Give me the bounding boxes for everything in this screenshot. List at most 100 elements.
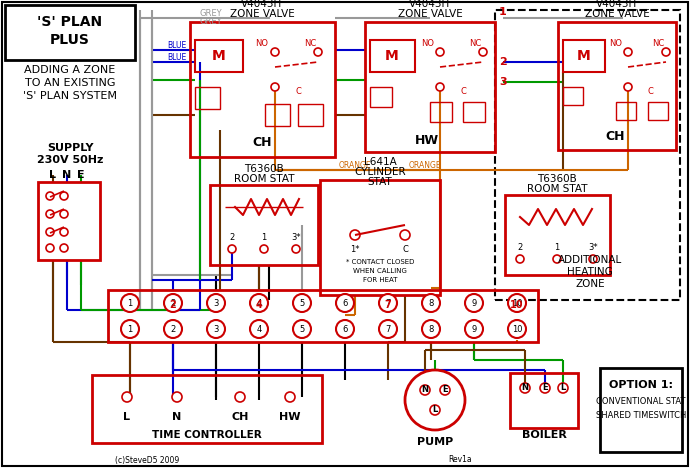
Text: 4: 4 [257,324,262,334]
Text: C: C [402,246,408,255]
Circle shape [420,385,430,395]
Circle shape [516,255,524,263]
Circle shape [405,370,465,430]
Bar [370,40,415,72]
Circle shape [207,294,225,312]
Circle shape [121,294,139,312]
Circle shape [271,48,279,56]
Bar [92,375,322,443]
Circle shape [46,210,54,218]
Bar [195,40,243,72]
Circle shape [440,385,450,395]
Text: 3: 3 [213,324,219,334]
Text: NO: NO [609,39,622,49]
Circle shape [60,192,68,200]
Text: NC: NC [652,39,664,49]
Circle shape [60,210,68,218]
Circle shape [121,320,139,338]
Text: N: N [422,386,428,395]
Bar [563,40,605,72]
Text: SUPPLY: SUPPLY [47,143,93,153]
Text: 9: 9 [471,324,477,334]
Text: ROOM STAT: ROOM STAT [234,174,294,184]
Circle shape [336,320,354,338]
Text: 3: 3 [499,77,507,87]
Text: 10: 10 [512,299,522,307]
Bar [38,182,100,260]
Circle shape [60,244,68,252]
Text: CYLINDER: CYLINDER [354,167,406,177]
Circle shape [508,294,526,312]
Text: 2: 2 [170,324,176,334]
Text: (c)SteveD5 2009: (c)SteveD5 2009 [115,455,179,465]
Text: CH: CH [231,412,248,422]
Text: GREY: GREY [200,17,223,27]
Bar [616,102,636,120]
Circle shape [540,383,550,393]
Text: 1: 1 [128,324,132,334]
Circle shape [271,83,279,91]
Text: V4043H: V4043H [241,0,283,9]
Circle shape [164,294,182,312]
Bar [495,10,680,300]
Text: 'S' PLAN: 'S' PLAN [37,15,103,29]
Circle shape [46,192,54,200]
Text: 2: 2 [170,299,176,307]
Text: ROOM STAT: ROOM STAT [526,184,587,194]
Circle shape [228,245,236,253]
Circle shape [350,230,360,240]
Circle shape [558,383,568,393]
Text: PUMP: PUMP [417,437,453,447]
Text: ZONE VALVE: ZONE VALVE [230,9,295,19]
Text: WHEN CALLING: WHEN CALLING [353,268,407,274]
Text: BOILER: BOILER [522,430,566,440]
Text: OPTION 1:: OPTION 1: [609,380,673,390]
Circle shape [260,245,268,253]
Text: ADDING A ZONE: ADDING A ZONE [24,65,116,75]
Text: E: E [77,170,85,180]
Text: ORANGE: ORANGE [339,161,371,169]
Text: V4043H: V4043H [409,0,451,9]
Text: TO AN EXISTING: TO AN EXISTING [25,78,115,88]
Text: 5: 5 [299,324,304,334]
Bar [5,5,135,60]
Text: C: C [460,88,466,96]
Text: 1: 1 [128,299,132,307]
Text: 6: 6 [342,299,348,307]
Text: HEATING: HEATING [567,267,613,277]
Text: SHARED TIMESWITCH: SHARED TIMESWITCH [595,410,686,419]
Text: T6360B: T6360B [244,164,284,174]
Text: C: C [647,88,653,96]
Text: NO: NO [255,39,268,49]
Text: 230V 50Hz: 230V 50Hz [37,155,104,165]
Text: 4: 4 [257,299,262,307]
Text: HW: HW [415,133,439,146]
Bar [108,290,538,342]
Text: M: M [212,49,226,63]
Circle shape [589,255,597,263]
Bar [210,185,318,265]
Circle shape [46,228,54,236]
Text: ADDITIONAL: ADDITIONAL [558,255,622,265]
Bar [320,180,440,295]
Circle shape [46,244,54,252]
Circle shape [430,405,440,415]
Text: V4043H: V4043H [596,0,638,9]
Bar [430,102,452,122]
Text: 9: 9 [471,299,477,307]
Text: CONVENTIONAL STAT: CONVENTIONAL STAT [596,397,686,407]
Circle shape [60,228,68,236]
Circle shape [235,392,245,402]
Text: 6: 6 [342,324,348,334]
Text: 8: 8 [428,324,434,334]
Bar [195,87,220,109]
Bar [298,104,323,126]
Circle shape [379,294,397,312]
Text: NC: NC [469,39,481,49]
Text: ZONE VALVE: ZONE VALVE [397,9,462,19]
Circle shape [122,392,132,402]
Circle shape [293,294,311,312]
Text: FOR HEAT: FOR HEAT [363,277,397,283]
Circle shape [207,320,225,338]
Text: N: N [522,383,529,393]
